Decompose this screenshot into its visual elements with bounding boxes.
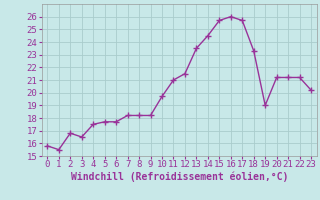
X-axis label: Windchill (Refroidissement éolien,°C): Windchill (Refroidissement éolien,°C) (70, 172, 288, 182)
